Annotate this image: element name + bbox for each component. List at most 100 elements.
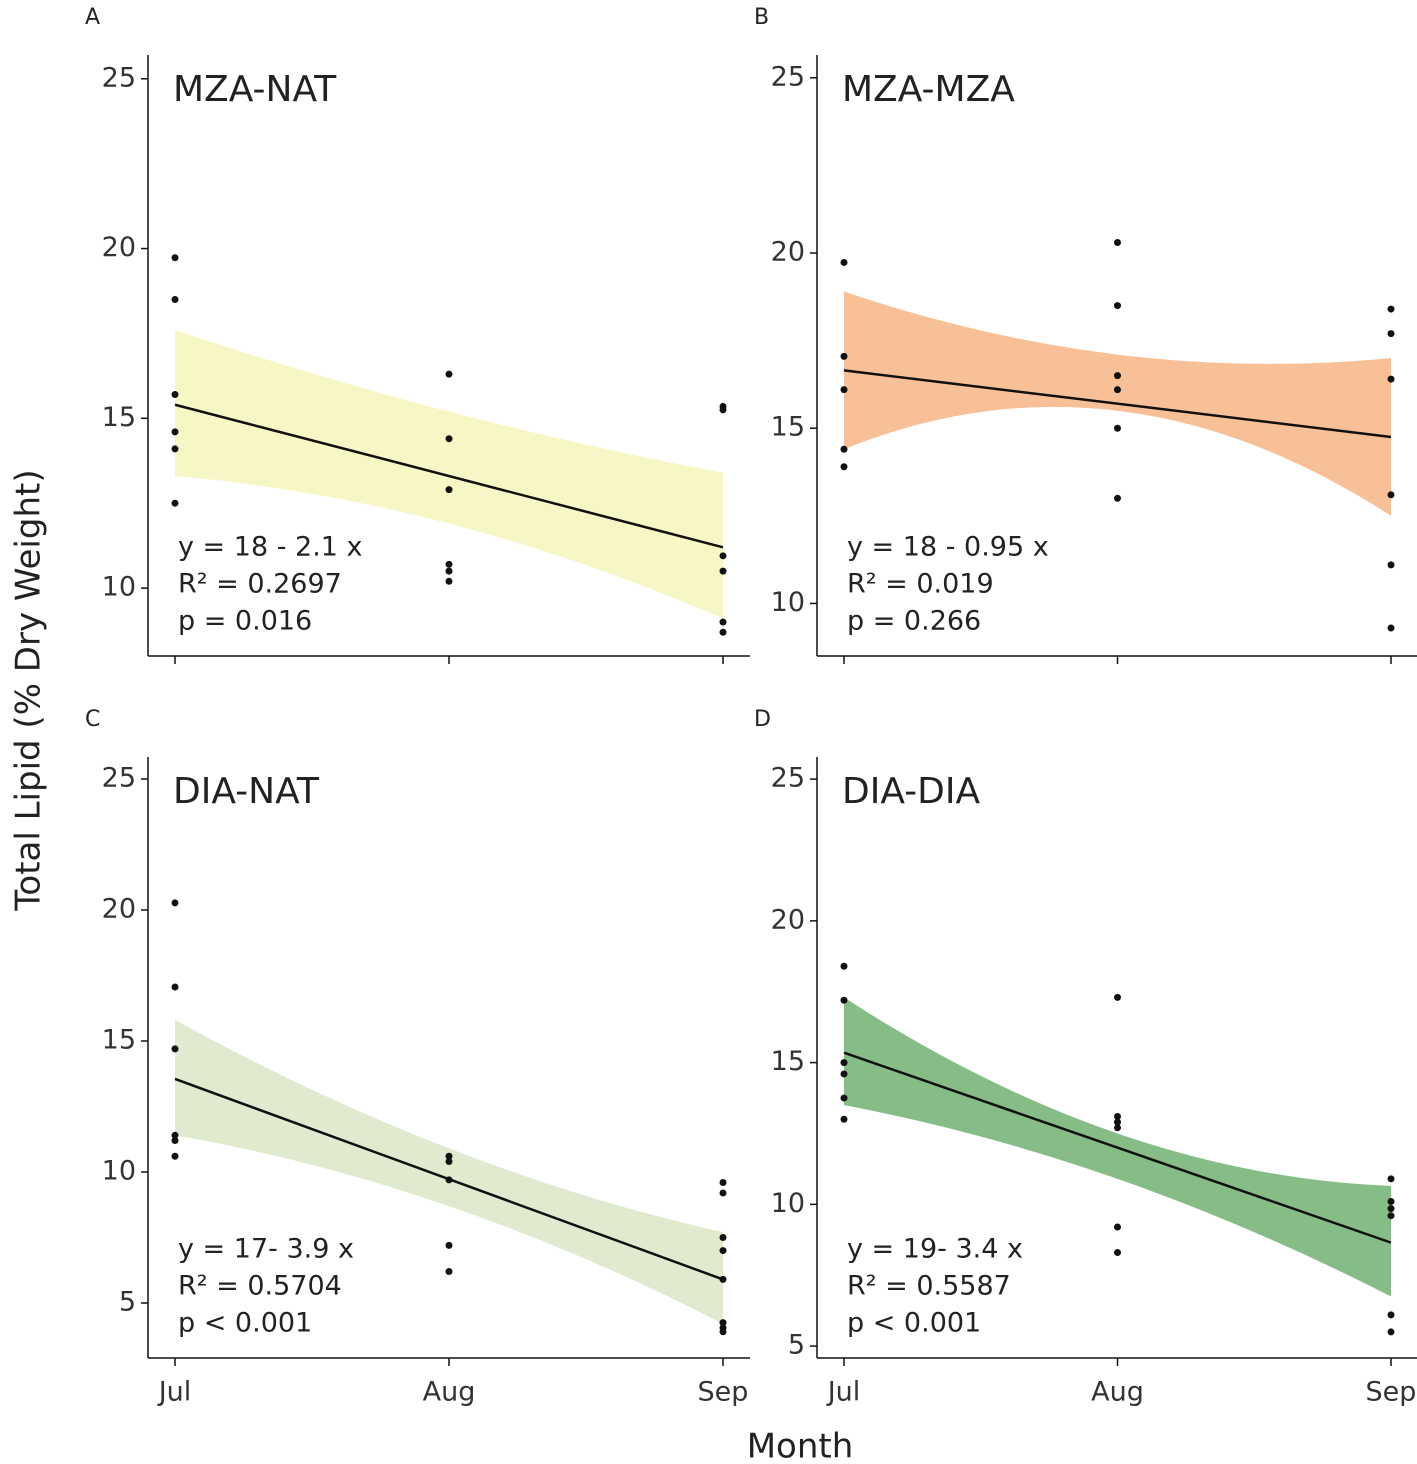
data-point: [719, 628, 727, 636]
y-tick-label: 25: [102, 763, 136, 794]
y-tick-label: 5: [119, 1286, 136, 1317]
data-point: [445, 486, 453, 494]
data-point: [171, 428, 179, 436]
x-tick-label: Sep: [698, 1377, 749, 1408]
data-point: [1387, 1175, 1395, 1183]
data-point: [840, 445, 848, 453]
panel-label: D: [754, 707, 771, 732]
y-tick-label: 20: [771, 236, 805, 267]
data-point: [1387, 1311, 1395, 1319]
data-point: [840, 1059, 848, 1067]
data-point: [1114, 372, 1121, 380]
data-point: [445, 1158, 453, 1166]
equation: y = 17- 3.9 x: [178, 1234, 354, 1265]
equation: R² = 0.5704: [178, 1271, 342, 1302]
data-point: [171, 1045, 179, 1053]
y-tick-label: 10: [771, 587, 805, 618]
confidence-band: [175, 330, 723, 619]
panel-title: MZA-MZA: [842, 69, 1015, 110]
data-point: [171, 983, 179, 991]
data-point: [445, 1176, 453, 1184]
data-point: [445, 567, 453, 575]
data-point: [1387, 305, 1395, 313]
data-point: [445, 577, 453, 585]
y-tick-label: 15: [102, 1024, 136, 1055]
x-tick-label: Jul: [157, 1377, 192, 1408]
data-point: [171, 1152, 179, 1160]
data-point: [840, 1094, 848, 1102]
y-tick-label: 10: [102, 1155, 136, 1186]
data-point: [840, 258, 848, 266]
data-point: [1114, 1124, 1121, 1132]
data-point: [1387, 1328, 1395, 1336]
data-point: [445, 1152, 453, 1160]
data-point: [840, 1070, 848, 1078]
data-point: [171, 899, 179, 907]
data-point: [445, 370, 453, 378]
data-point: [1387, 1198, 1395, 1206]
x-tick-label: Aug: [423, 1377, 476, 1408]
data-point: [719, 567, 727, 575]
data-point: [1387, 561, 1395, 569]
data-point: [171, 1131, 179, 1139]
panel-title: DIA-DIA: [842, 771, 981, 812]
data-point: [719, 1247, 727, 1255]
data-point: [1387, 330, 1395, 338]
data-point: [719, 1328, 727, 1336]
data-point: [719, 1233, 727, 1241]
data-point: [719, 1178, 727, 1186]
data-point: [840, 352, 848, 360]
y-tick-label: 25: [102, 62, 136, 93]
data-point: [171, 254, 179, 262]
panel-label: C: [85, 707, 100, 732]
data-point: [1114, 993, 1121, 1001]
data-point: [840, 1115, 848, 1123]
y-tick-label: 15: [771, 1046, 805, 1077]
equation: R² = 0.2697: [178, 569, 342, 600]
data-point: [1114, 494, 1121, 502]
panel-title: MZA-NAT: [173, 69, 337, 110]
data-point: [840, 996, 848, 1004]
equation: p < 0.001: [178, 1308, 312, 1339]
data-point: [445, 1241, 453, 1249]
equation: y = 19- 3.4 x: [847, 1234, 1023, 1265]
y-tick-label: 10: [771, 1188, 805, 1219]
fit-line: [843, 1051, 1392, 1244]
equation: y = 18 - 2.1 x: [178, 532, 363, 563]
equation: R² = 0.5587: [847, 1271, 1011, 1302]
data-point: [1114, 1112, 1121, 1120]
y-tick-label: 20: [102, 232, 136, 263]
data-point: [445, 560, 453, 568]
y-tick-label: 15: [771, 412, 805, 443]
data-point: [719, 552, 727, 560]
data-point: [719, 406, 727, 414]
data-point: [171, 1137, 179, 1145]
fit-line: [174, 403, 724, 549]
panel-label: A: [85, 5, 100, 30]
equation: y = 18 - 0.95 x: [847, 532, 1049, 563]
y-axis-label: Total Lipid (% Dry Weight): [9, 469, 49, 911]
data-point: [1387, 375, 1395, 383]
panel-title: DIA-NAT: [173, 771, 320, 812]
data-point: [1387, 1205, 1395, 1213]
panel-label: B: [754, 5, 769, 30]
x-tick-label: Jul: [826, 1377, 861, 1408]
y-tick-label: 15: [102, 402, 136, 433]
y-tick-label: 20: [102, 894, 136, 925]
data-point: [840, 386, 848, 394]
y-tick-label: 20: [771, 904, 805, 935]
data-point: [171, 391, 179, 399]
y-tick-label: 25: [771, 763, 805, 794]
data-point: [171, 295, 179, 303]
data-point: [445, 1268, 453, 1276]
data-point: [1114, 1249, 1121, 1257]
data-point: [840, 962, 848, 970]
data-point: [840, 463, 848, 471]
equation: p = 0.266: [847, 606, 981, 637]
confidence-band: [175, 1020, 723, 1324]
equation: R² = 0.019: [847, 569, 994, 600]
equation: p < 0.001: [847, 1308, 981, 1339]
data-point: [719, 1275, 727, 1283]
data-point: [1114, 424, 1121, 432]
equation: p = 0.016: [178, 606, 312, 637]
